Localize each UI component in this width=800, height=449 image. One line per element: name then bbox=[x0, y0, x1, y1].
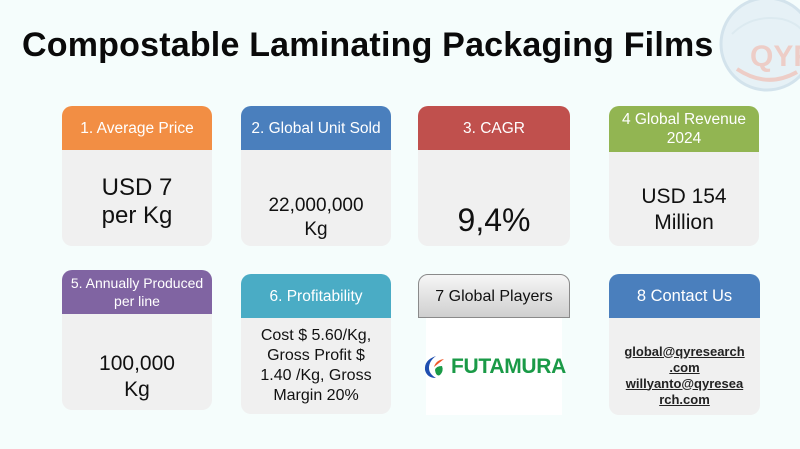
value-line: USD 7 bbox=[101, 174, 173, 201]
email-line[interactable]: .com bbox=[669, 359, 700, 375]
value-line: Margin 20% bbox=[273, 387, 359, 404]
card-header: 3. CAGR bbox=[418, 106, 570, 150]
futamura-logo-text: FUTAMURA bbox=[450, 354, 567, 378]
svg-text:QYR: QYR bbox=[750, 40, 800, 73]
page-title: Compostable Laminating Packaging Films bbox=[22, 26, 714, 64]
card-header: 5. Annually Produced per line bbox=[62, 270, 212, 314]
value-line: 22,000,000 bbox=[268, 195, 364, 216]
card-body: 100,000 Kg bbox=[62, 314, 212, 410]
futamura-logo: FUTAMURA bbox=[422, 354, 566, 380]
card-header: 2. Global Unit Sold bbox=[241, 106, 391, 150]
value-line: Cost $ 5.60/Kg, bbox=[260, 327, 372, 344]
value-line: Million bbox=[654, 211, 714, 234]
card-average-price: 1. Average Price USD 7 per Kg bbox=[62, 106, 212, 246]
futamura-swirl-icon bbox=[424, 355, 444, 378]
card-body: global@qyresearch .com willyanto@qyresea… bbox=[609, 318, 760, 415]
email-line[interactable]: rch.com bbox=[659, 391, 710, 407]
card-header: 7 Global Players bbox=[418, 274, 570, 318]
card-body: 22,000,000 Kg bbox=[241, 150, 391, 246]
card-body: USD 154 Million bbox=[609, 152, 759, 246]
card-header: 1. Average Price bbox=[62, 106, 212, 150]
value-line: Kg bbox=[304, 219, 328, 240]
card-global-unit-sold: 2. Global Unit Sold 22,000,000 Kg bbox=[241, 106, 391, 246]
value-line: 9,4% bbox=[457, 201, 531, 238]
qyr-globe-logo-icon: QYR bbox=[719, 0, 800, 92]
card-header: 6. Profitability bbox=[241, 274, 391, 318]
card-global-revenue: 4 Global Revenue 2024 USD 154 Million bbox=[609, 106, 759, 246]
email-link-willyanto[interactable]: willyanto@qyresea rch.com bbox=[626, 376, 743, 408]
card-body: 9,4% bbox=[418, 150, 570, 246]
card-profitability: 6. Profitability Cost $ 5.60/Kg, Gross P… bbox=[241, 274, 391, 414]
card-cagr: 3. CAGR 9,4% bbox=[418, 106, 570, 246]
card-annually-produced: 5. Annually Produced per line 100,000 Kg bbox=[62, 270, 212, 410]
value-line: 100,000 bbox=[99, 352, 175, 375]
email-link-global[interactable]: global@qyresearch .com bbox=[624, 344, 744, 376]
value-line: USD 154 bbox=[641, 185, 727, 208]
card-global-players: 7 Global Players FUTAMURA bbox=[418, 274, 570, 415]
email-line[interactable]: willyanto@qyresea bbox=[625, 375, 744, 391]
value-line: Gross Profit $ bbox=[267, 347, 365, 364]
value-line: per Kg bbox=[101, 202, 173, 229]
card-header: 8 Contact Us bbox=[609, 274, 760, 318]
card-body: Cost $ 5.60/Kg, Gross Profit $ 1.40 /Kg,… bbox=[241, 318, 391, 414]
value-line: Kg bbox=[124, 378, 150, 401]
card-contact-us: 8 Contact Us global@qyresearch .com will… bbox=[609, 274, 760, 415]
card-body: FUTAMURA bbox=[424, 318, 566, 415]
email-line[interactable]: global@qyresearch bbox=[624, 343, 745, 359]
card-body: USD 7 per Kg bbox=[62, 150, 212, 246]
value-line: 1.40 /Kg, Gross bbox=[260, 367, 372, 384]
card-header: 4 Global Revenue 2024 bbox=[609, 106, 759, 152]
